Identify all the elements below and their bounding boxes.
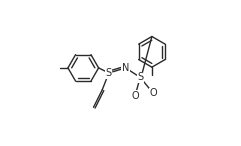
Text: S: S <box>106 68 112 78</box>
Text: O: O <box>149 88 157 98</box>
Text: S: S <box>137 72 143 82</box>
Text: N: N <box>122 63 129 73</box>
Text: O: O <box>131 91 139 101</box>
